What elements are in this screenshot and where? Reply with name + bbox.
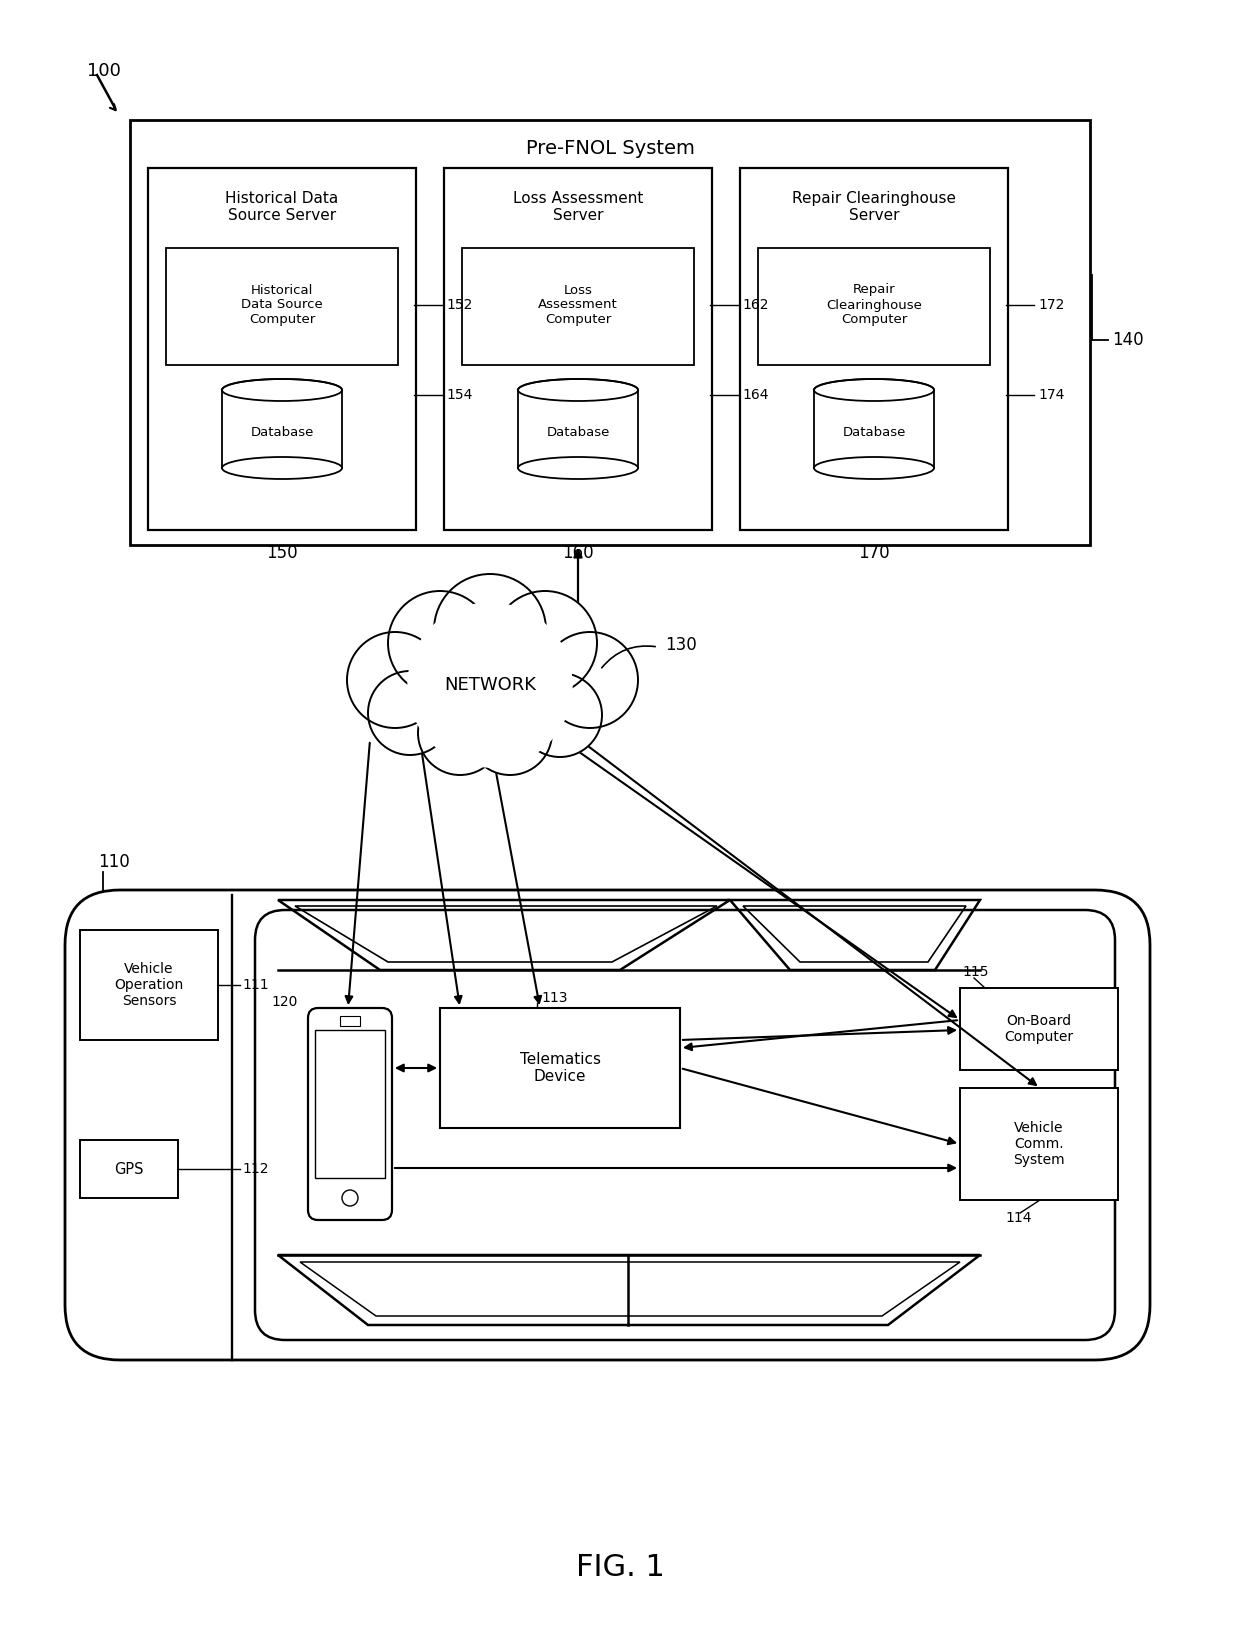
Text: Database: Database <box>842 425 905 438</box>
Bar <box>81 931 218 1039</box>
Bar <box>315 1029 384 1178</box>
Text: 110: 110 <box>98 853 130 871</box>
Circle shape <box>418 692 502 776</box>
Circle shape <box>434 575 546 687</box>
Bar <box>440 1008 680 1128</box>
Text: Database: Database <box>547 425 610 438</box>
Ellipse shape <box>813 456 934 479</box>
Text: Pre-FNOL System: Pre-FNOL System <box>526 138 694 158</box>
Text: 140: 140 <box>1112 331 1143 349</box>
Bar <box>340 1016 360 1026</box>
Text: 154: 154 <box>446 389 472 402</box>
Text: Telematics
Device: Telematics Device <box>520 1052 600 1084</box>
Text: 112: 112 <box>242 1163 269 1176</box>
Text: 120: 120 <box>272 995 298 1010</box>
Text: On-Board
Computer: On-Board Computer <box>1004 1015 1074 1044</box>
Text: 130: 130 <box>665 636 697 654</box>
Text: 150: 150 <box>267 544 298 562</box>
Text: Repair
Clearinghouse
Computer: Repair Clearinghouse Computer <box>826 283 921 326</box>
Circle shape <box>347 632 443 728</box>
Bar <box>463 249 694 366</box>
Bar <box>148 168 415 530</box>
Ellipse shape <box>813 379 934 400</box>
Text: GPS: GPS <box>114 1161 144 1176</box>
Ellipse shape <box>222 379 342 400</box>
Circle shape <box>467 692 552 776</box>
Text: Database: Database <box>250 425 314 438</box>
Circle shape <box>405 600 575 771</box>
Circle shape <box>542 632 639 728</box>
Circle shape <box>388 591 492 695</box>
Text: NETWORK: NETWORK <box>444 675 536 693</box>
Circle shape <box>518 674 601 758</box>
Text: Historical Data
Source Server: Historical Data Source Server <box>226 191 339 224</box>
Text: 113: 113 <box>542 991 568 1005</box>
Bar <box>130 120 1090 545</box>
FancyBboxPatch shape <box>64 889 1149 1360</box>
Text: Loss
Assessment
Computer: Loss Assessment Computer <box>538 283 618 326</box>
Text: Loss Assessment
Server: Loss Assessment Server <box>513 191 644 224</box>
Circle shape <box>408 603 572 768</box>
Circle shape <box>368 670 453 754</box>
FancyBboxPatch shape <box>308 1008 392 1220</box>
Text: 172: 172 <box>1038 298 1064 311</box>
FancyBboxPatch shape <box>255 911 1115 1341</box>
Text: 114: 114 <box>1004 1211 1032 1225</box>
Circle shape <box>494 591 596 695</box>
Ellipse shape <box>222 456 342 479</box>
Text: 111: 111 <box>242 978 269 991</box>
Text: 170: 170 <box>858 544 890 562</box>
Text: 100: 100 <box>87 63 120 81</box>
Bar <box>81 1140 179 1197</box>
Text: 164: 164 <box>742 389 769 402</box>
Text: 115: 115 <box>962 965 988 978</box>
Ellipse shape <box>518 456 639 479</box>
Bar <box>960 1089 1118 1201</box>
Bar <box>813 390 934 468</box>
Text: FIG. 1: FIG. 1 <box>575 1553 665 1583</box>
Text: Repair Clearinghouse
Server: Repair Clearinghouse Server <box>792 191 956 224</box>
Text: 160: 160 <box>562 544 594 562</box>
Bar <box>166 249 398 366</box>
Bar <box>222 390 342 468</box>
Text: 162: 162 <box>742 298 769 311</box>
Text: Vehicle
Comm.
System: Vehicle Comm. System <box>1013 1122 1065 1168</box>
Bar <box>444 168 712 530</box>
Text: 152: 152 <box>446 298 472 311</box>
Ellipse shape <box>518 379 639 400</box>
Text: 174: 174 <box>1038 389 1064 402</box>
Bar <box>740 168 1008 530</box>
Bar <box>518 390 639 468</box>
Text: Vehicle
Operation
Sensors: Vehicle Operation Sensors <box>114 962 184 1008</box>
Text: Historical
Data Source
Computer: Historical Data Source Computer <box>241 283 322 326</box>
Bar <box>960 988 1118 1071</box>
Bar <box>758 249 990 366</box>
